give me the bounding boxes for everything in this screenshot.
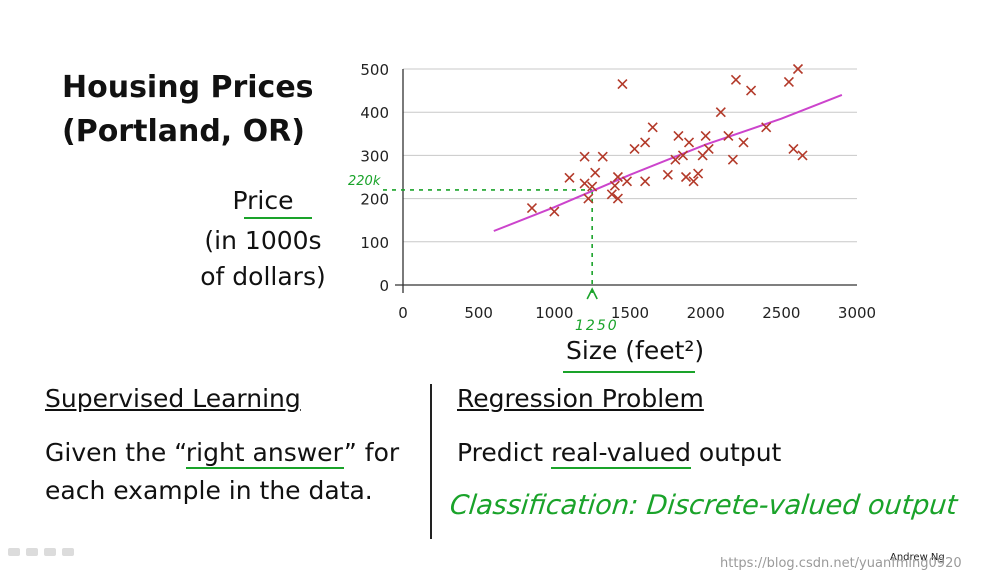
x-guide-arrow [586,287,598,300]
y-axis-label-line-1: Price [232,186,294,215]
data-point [792,63,804,75]
section-divider [430,384,432,539]
y-tick-label: 300 [360,147,389,165]
watermark-url: https://blog.csdn.net/yuanfming0920 [720,556,962,571]
right-body-line: Predict real-valued output [457,434,781,472]
price-underline [244,217,312,219]
fit-line-group [493,93,843,232]
right-body-text-end: output [690,438,782,467]
real-valued-text: real-valued [551,438,691,469]
x-axis-label-underline [563,371,695,373]
data-point [738,137,749,148]
x-tick-label: 500 [464,304,493,322]
data-point [797,150,808,161]
author-credit: Andrew Ng [890,552,945,563]
x-guide-annotation: 1250 [575,318,619,334]
left-heading: Supervised Learning [45,384,301,413]
x-tick-label: 2000 [687,304,725,322]
data-point [647,122,658,133]
data-point [683,137,695,148]
pen-tool-icon[interactable] [26,548,38,556]
data-point [700,130,711,142]
data-points [526,63,808,217]
data-point [597,151,608,162]
chart-axes [395,69,857,293]
data-point [730,74,741,85]
data-point [587,181,598,192]
data-point [606,189,617,200]
data-point [583,193,594,204]
data-point [693,168,704,179]
data-point [590,167,601,178]
x-tick-label: 3000 [838,304,876,322]
slide-title: Housing Prices (Portland, OR) [62,70,314,149]
chart-ticks: 0 100 200 300 400 500 0 500 1000 1500 2000 2500 3000 [360,61,876,322]
data-point [746,85,757,96]
data-point [526,203,538,214]
right-body-text-start: Predict [457,438,552,467]
data-point [670,154,681,165]
data-point [715,107,726,118]
data-point [612,193,623,204]
x-tick-label: 1500 [611,304,649,322]
chart-guides [383,189,598,300]
data-point [783,76,794,88]
data-point [688,176,699,187]
data-point [609,180,620,191]
left-body-line-1: Given the “right answer” for [45,434,399,472]
y-guide-annotation: 220k [348,174,381,189]
y-axis-label-line-2: (in 1000s [204,226,322,255]
left-body-line-2: each example in the data. [45,476,373,505]
x-tick-label: 0 [398,304,408,322]
fit-line [493,93,843,232]
handwritten-classification-note: Classification: Discrete-valued output [448,490,959,521]
next-slide-icon[interactable] [62,548,74,556]
chart-grid [403,68,857,243]
x-tick-label: 2500 [762,304,800,322]
y-tick-label: 500 [360,61,389,79]
data-point [723,130,734,142]
data-point [621,176,633,187]
y-tick-label: 400 [360,104,389,122]
data-point [761,122,772,133]
data-point [680,171,692,183]
data-point [788,143,799,154]
data-point [579,151,590,162]
y-axis-label-line-3: of dollars) [200,262,326,291]
prev-slide-icon[interactable] [8,548,20,556]
y-tick-label: 100 [360,234,389,252]
data-point [612,171,623,183]
data-point [629,143,640,154]
right-heading: Regression Problem [457,384,704,413]
left-body-text-start: Given the “ [45,438,186,467]
x-tick-label: 1000 [535,304,573,322]
data-point [727,154,738,165]
left-body-text-end: ” for [343,438,400,467]
y-tick-label: 0 [379,277,389,295]
slide-menu-icon[interactable] [44,548,56,556]
x-axis-label: Size (feet²) [566,336,705,365]
right-answer-text: right answer [185,438,344,469]
data-point [579,178,590,189]
data-point [677,150,689,161]
data-point [564,172,575,183]
data-point [673,130,684,142]
data-point [549,206,560,217]
data-point [640,137,651,148]
data-point [640,176,651,187]
y-tick-label: 200 [360,191,389,209]
data-point [662,169,673,180]
data-point [617,79,628,90]
data-point [703,143,714,154]
